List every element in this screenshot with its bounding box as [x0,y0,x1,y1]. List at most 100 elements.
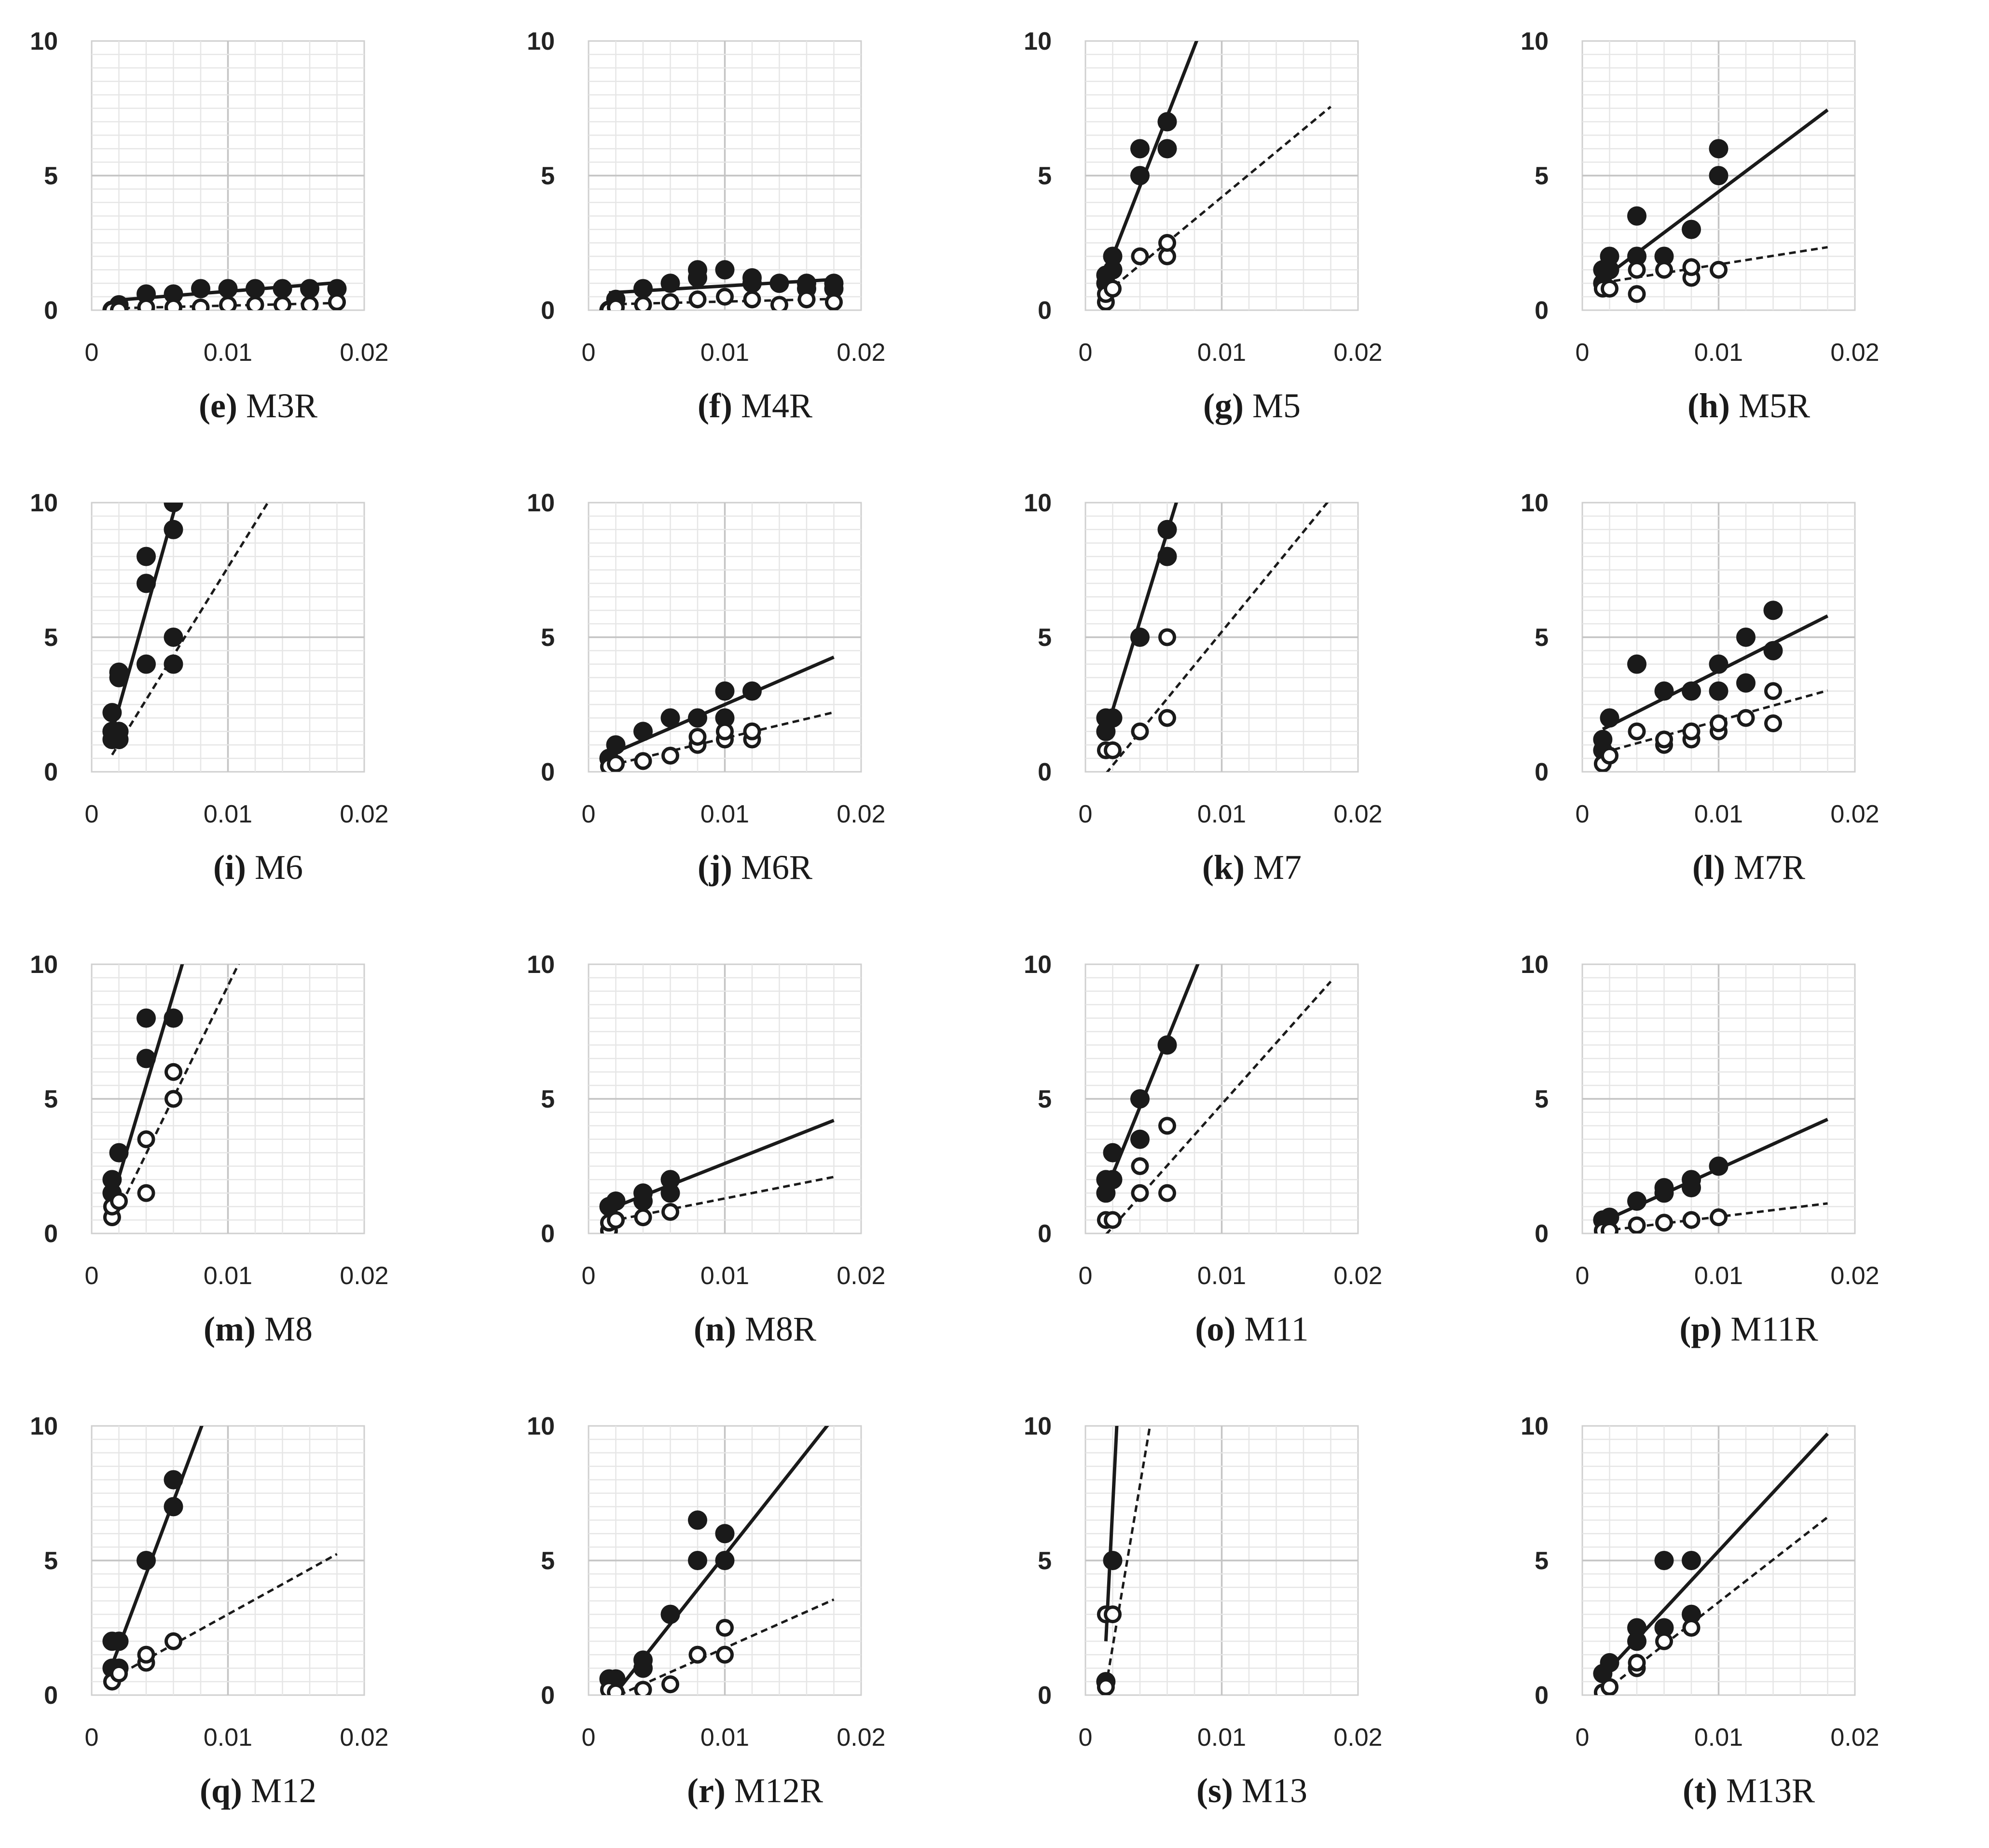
panel-name: M7R [1725,848,1805,887]
data-point-open [1601,1221,1619,1233]
x-tick-label: 0.01 [1694,800,1743,828]
data-point-filled [1682,1170,1701,1190]
x-tick-label: 0.01 [1197,339,1246,367]
panel-caption: (k) M7 [1003,848,1500,888]
data-point-open [1104,1211,1122,1229]
data-point-filled [1600,246,1619,266]
x-tick-label: 0 [1079,339,1093,367]
data-point-filled [1130,628,1150,647]
data-point-filled [1736,628,1756,647]
chart-panel-m12r: 0 0.01 0.02 0 5 10 (r) M12R [507,1385,1003,1847]
data-point-open [110,301,128,310]
data-point-open [1097,1678,1115,1695]
x-tick-label: 0 [85,800,99,828]
x-tick-label: 0.02 [1333,339,1382,367]
data-point-open [1710,260,1728,279]
data-point-filled [1709,166,1728,185]
x-tick-label: 0.02 [837,1724,885,1752]
panel-name: M8R [736,1310,817,1348]
data-point-open [1655,730,1673,749]
data-point-filled [688,268,707,288]
data-point-open [1628,1654,1646,1672]
series-2 [1097,1426,1152,1695]
data-point-open [1628,285,1646,303]
y-tick-label: 0 [44,297,58,325]
chart-svg: 0 0.01 0.02 0 5 10 [1024,489,1382,828]
data-point-open [110,1192,128,1210]
data-point-open [137,1130,155,1149]
chart-panel-m5: 0 0.01 0.02 0 5 10 (g) M5 [1003,0,1500,462]
panel-letter: (h) [1687,386,1730,425]
data-point-filled [109,1143,129,1163]
chart-panel-m11: 0 0.01 0.02 0 5 10 (o) M11 [1003,923,1500,1385]
panel-letter: (i) [213,848,246,887]
data-point-filled [1627,1191,1646,1211]
data-point-open [1131,1184,1149,1202]
panel-caption: (o) M11 [1003,1309,1500,1349]
data-point-filled [660,1604,680,1624]
data-point-filled [633,1183,653,1203]
data-point-filled [137,654,156,674]
panel-letter: (f) [698,386,732,425]
y-tick-label: 5 [1038,624,1052,652]
panel-name: M13R [1717,1771,1815,1810]
x-tick-label: 0.02 [340,339,388,367]
y-tick-label: 0 [541,1220,555,1248]
x-tick-label: 0.01 [1694,1724,1743,1752]
y-tick-label: 5 [1535,624,1549,652]
gridlines [1085,503,1358,772]
data-point-filled [1103,708,1123,728]
data-point-filled [137,547,156,566]
panel-name: M5R [1729,386,1811,425]
x-tick-label: 0 [1576,800,1590,828]
series-2 [1097,106,1332,310]
data-point-filled [1736,673,1756,693]
panel-caption: (r) M12R [507,1771,1003,1811]
data-point-filled [1709,139,1728,159]
data-point-open [246,296,264,310]
y-tick-label: 10 [527,1412,555,1440]
data-point-open [1710,1208,1728,1227]
series-1 [1593,1118,1828,1230]
series-2 [102,503,270,756]
panel-caption: (m) M8 [10,1309,507,1349]
series-1 [599,260,844,310]
y-tick-label: 5 [44,624,58,652]
panel-caption: (i) M6 [10,848,507,888]
data-point-open [688,290,707,309]
series-2 [103,1553,338,1691]
data-point-open [1655,1632,1673,1650]
data-point-open [825,293,843,310]
x-tick-label: 0 [582,339,596,367]
x-tick-label: 0.01 [204,339,252,367]
y-tick-label: 0 [541,1682,555,1710]
data-point-filled [1103,1551,1123,1570]
data-point-filled [1709,654,1728,674]
data-point-filled [191,279,210,299]
data-point-filled [1763,601,1783,620]
chart-svg: 0 0.01 0.02 0 5 10 [1521,489,1879,828]
data-point-filled [769,274,789,293]
x-tick-label: 0.02 [1830,339,1879,367]
series-2 [103,293,346,310]
chart-panel-m5r: 0 0.01 0.02 0 5 10 (h) M5R [1500,0,1989,462]
x-tick-label: 0.02 [1830,1262,1879,1290]
y-tick-label: 10 [1521,951,1549,979]
panel-letter: (n) [693,1310,736,1348]
data-point-filled [1157,520,1177,539]
y-tick-label: 5 [1535,1547,1549,1575]
series-2 [1097,981,1332,1233]
data-point-open [1628,260,1646,279]
y-tick-label: 5 [541,162,555,190]
x-tick-label: 0 [1576,1724,1590,1752]
series-1 [1593,109,1829,293]
data-point-open [661,1675,679,1694]
data-point-open [137,1645,155,1664]
data-point-filled [137,1049,156,1068]
x-tick-label: 0.01 [204,1262,252,1290]
trendline-dashed [111,503,270,756]
y-tick-label: 10 [30,1412,58,1440]
panel-letter: (s) [1196,1771,1233,1810]
chart-panel-m13r: 0 0.01 0.02 0 5 10 (t) M13R [1500,1385,1989,1847]
series-2 [1593,682,1828,772]
